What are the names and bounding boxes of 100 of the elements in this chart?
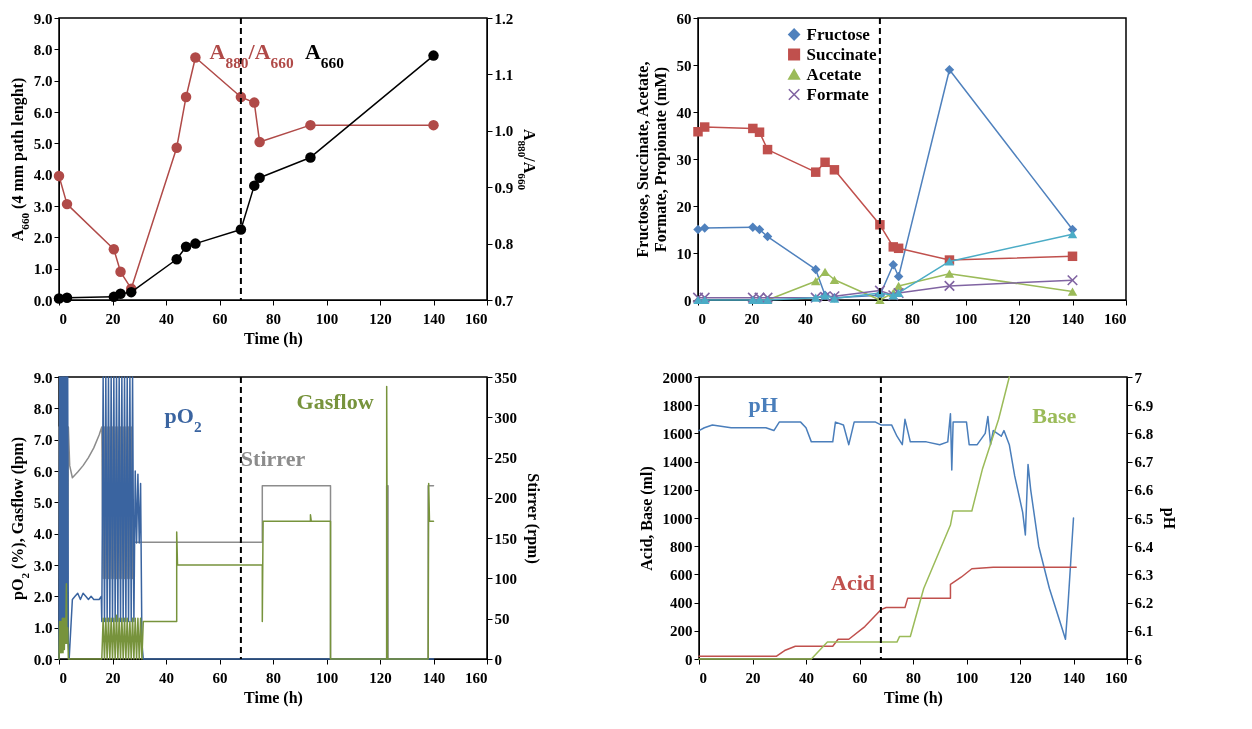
x-tick-label: 140	[422, 669, 446, 686]
x-tick-label: 120	[1008, 310, 1031, 327]
point	[748, 222, 758, 232]
x-tick-label: 20	[105, 310, 121, 327]
x-tick-label: 40	[159, 310, 174, 327]
point	[108, 244, 120, 255]
y-tick-label: 30	[676, 151, 692, 168]
y2-tick-label: 6.8	[1134, 425, 1154, 442]
y-tick-label: 7.0	[33, 73, 53, 90]
y2-tick-label: 1.2	[494, 10, 514, 27]
y-tick-label: 1600	[662, 425, 693, 442]
point	[1067, 251, 1078, 262]
point	[61, 198, 73, 210]
x-tick-label: 160	[1105, 669, 1128, 686]
y-tick-label: 2.0	[33, 229, 53, 246]
y-tick-label: 1.0	[33, 261, 53, 278]
legend-label: Acetate	[806, 64, 862, 84]
y2-tick-label: 0	[494, 651, 502, 668]
y-tick-label: 10	[676, 245, 692, 262]
point	[428, 50, 439, 61]
y-tick-label: 4.0	[33, 167, 53, 184]
point	[754, 224, 765, 235]
point	[762, 144, 773, 155]
y2-tick-label: 6.6	[1134, 482, 1154, 499]
y-tick-label: 1800	[662, 397, 693, 414]
y-tick-label: 1200	[662, 482, 693, 499]
y2-tick-label: 1.0	[494, 123, 514, 140]
point	[699, 122, 710, 132]
point	[754, 127, 765, 137]
series-label: pO$_{2}$	[164, 403, 202, 435]
y2-tick-label: 6	[1134, 651, 1143, 668]
y2-tick-label: 6.4	[1134, 538, 1154, 555]
x-tick-label: 0	[699, 669, 707, 686]
y-tick-label: 20	[676, 198, 692, 215]
y-tick-label: 5.0	[33, 135, 53, 152]
point	[810, 277, 821, 286]
y-tick-label: 3.0	[33, 557, 53, 574]
x-tick-label: 160	[465, 669, 488, 686]
point	[254, 136, 265, 148]
point	[428, 119, 439, 131]
y-tick-label: 8.0	[33, 41, 53, 58]
x-tick-label: 140	[1062, 669, 1086, 686]
x-tick-label: 140	[1061, 310, 1085, 327]
y2-tick-label: 6.2	[1134, 595, 1154, 612]
line-series	[698, 566, 1077, 657]
legend-label: Fructose	[806, 24, 871, 44]
y2-axis-title: Stirrer (rpm)	[524, 473, 542, 564]
x-tick-label: 140	[422, 310, 446, 327]
y-tick-label: 7.0	[33, 432, 53, 449]
y-tick-label: 400	[670, 595, 693, 612]
x-tick-label: 80	[905, 310, 920, 327]
point	[820, 157, 830, 168]
point	[893, 271, 904, 282]
y-tick-label: 9.0	[33, 369, 53, 386]
series-label: Base	[1032, 403, 1077, 429]
x-tick-label: 0	[59, 669, 67, 686]
point	[125, 286, 137, 298]
x-tick-label: 100	[954, 310, 978, 327]
point	[190, 52, 201, 63]
y2-tick-label: 100	[494, 570, 517, 587]
point	[249, 97, 260, 108]
y2-tick-label: 0.7	[494, 292, 514, 309]
point	[53, 293, 65, 304]
text: A$_{660}$	[304, 38, 345, 71]
y-tick-label: 1000	[662, 510, 693, 527]
point	[115, 288, 126, 299]
y2-tick-label: 50	[494, 611, 510, 628]
y-tick-label: 5.0	[33, 494, 53, 511]
y-tick-label: 0	[684, 292, 692, 309]
series-label: Gasflow	[296, 389, 374, 415]
y2-tick-label: 1.1	[494, 66, 514, 83]
point	[810, 264, 821, 275]
y-tick-label: 50	[676, 57, 692, 74]
y-tick-label: 800	[670, 538, 693, 555]
x-tick-label: 160	[1104, 310, 1127, 327]
y-tick-label: 600	[670, 566, 693, 583]
y-tick-label: 1.0	[33, 620, 53, 637]
x-tick-label: 60	[851, 310, 867, 327]
point	[943, 280, 955, 292]
x-tick-label: 60	[212, 310, 228, 327]
y-tick-label: 3.0	[33, 198, 53, 215]
y2-tick-label: 0.8	[494, 236, 514, 253]
y2-tick-label: 6.1	[1134, 623, 1154, 640]
y-tick-label: 200	[670, 623, 693, 640]
x-tick-label: 160	[465, 310, 488, 327]
y-tick-label: 6.0	[33, 104, 53, 121]
x-tick-label: 20	[745, 669, 761, 686]
y2-tick-label: 250	[494, 450, 517, 467]
point	[1067, 230, 1078, 239]
point	[190, 238, 201, 249]
y-axis-title: Acid, Base (ml)	[637, 466, 656, 571]
y2-tick-label: 6.5	[1134, 510, 1154, 527]
point	[249, 180, 260, 191]
x-tick-label: 60	[212, 669, 228, 686]
x-tick-label: 100	[955, 669, 979, 686]
x-tick-label: 20	[744, 310, 760, 327]
point	[254, 172, 265, 184]
x-axis-title: Time (h)	[884, 688, 943, 707]
point	[810, 167, 821, 177]
y2-tick-label: 6.3	[1134, 566, 1154, 583]
